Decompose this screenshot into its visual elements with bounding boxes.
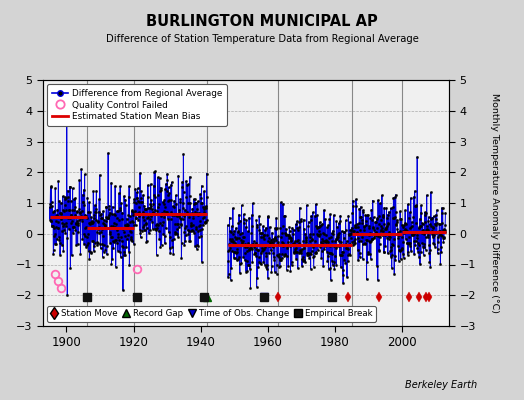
Legend: Station Move, Record Gap, Time of Obs. Change, Empirical Break: Station Move, Record Gap, Time of Obs. C… bbox=[47, 306, 376, 322]
Text: Berkeley Earth: Berkeley Earth bbox=[405, 380, 477, 390]
Y-axis label: Monthly Temperature Anomaly Difference (°C): Monthly Temperature Anomaly Difference (… bbox=[490, 93, 499, 313]
Text: BURLINGTON MUNICIPAL AP: BURLINGTON MUNICIPAL AP bbox=[146, 14, 378, 29]
Text: Difference of Station Temperature Data from Regional Average: Difference of Station Temperature Data f… bbox=[105, 34, 419, 44]
